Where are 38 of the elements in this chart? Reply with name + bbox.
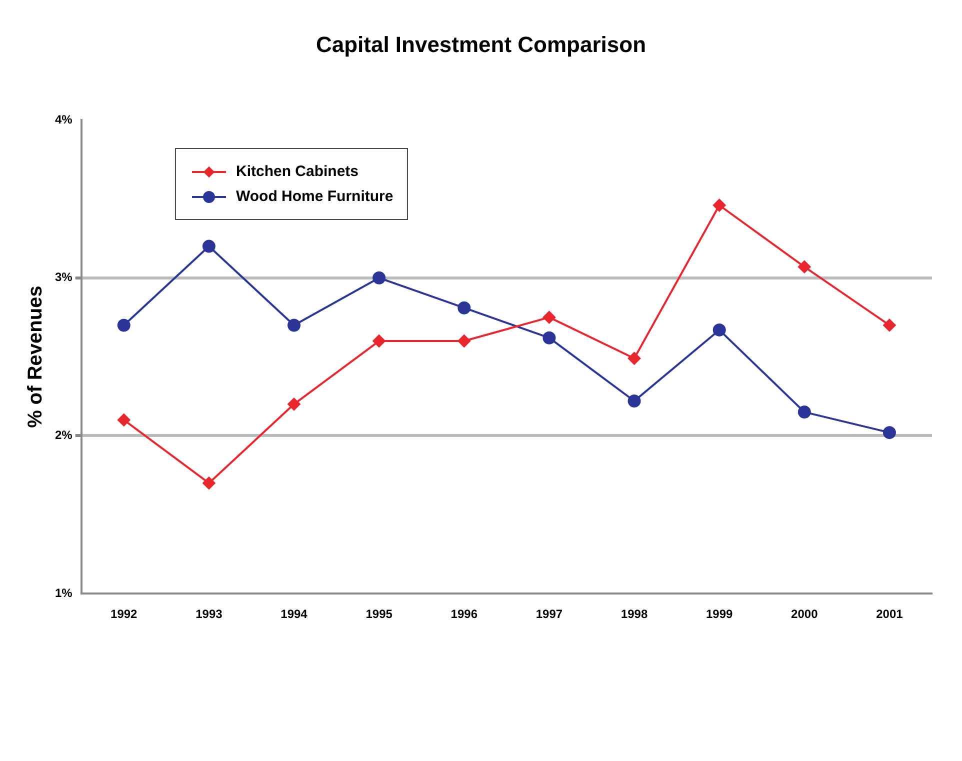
x-tick-label: 1994 bbox=[280, 607, 308, 622]
point bbox=[288, 398, 301, 411]
y-tick-label: 3% bbox=[55, 270, 73, 284]
point bbox=[628, 352, 641, 365]
point bbox=[798, 406, 811, 419]
point bbox=[372, 271, 386, 284]
point bbox=[288, 318, 301, 332]
point bbox=[712, 198, 726, 212]
point bbox=[542, 331, 556, 344]
point bbox=[202, 240, 216, 253]
point bbox=[202, 476, 216, 490]
y-tick-label: 1% bbox=[55, 586, 73, 600]
x-tick-label: 1998 bbox=[620, 607, 648, 622]
y-axis-title: % of Revenues bbox=[24, 286, 47, 428]
x-tick-label: 2000 bbox=[791, 607, 818, 622]
point bbox=[542, 310, 556, 324]
point bbox=[117, 413, 130, 426]
x-tick-label: 1999 bbox=[706, 607, 734, 622]
x-tick-label: 1993 bbox=[196, 607, 223, 622]
x-tick-label: 1995 bbox=[366, 607, 393, 622]
point bbox=[372, 334, 386, 348]
legend-label: Kitchen Cabinets bbox=[236, 163, 359, 180]
y-tick-label: 4% bbox=[55, 112, 73, 126]
x-tick-label: 2001 bbox=[876, 607, 904, 622]
point bbox=[458, 334, 471, 348]
point bbox=[458, 301, 471, 314]
x-tick-label: 1992 bbox=[110, 607, 138, 622]
point bbox=[882, 318, 896, 332]
point bbox=[628, 394, 641, 408]
point bbox=[117, 318, 130, 332]
chart-title: Capital Investment Comparison bbox=[314, 32, 648, 58]
legend-label: Wood Home Furniture bbox=[236, 188, 394, 205]
x-tick-label: 1997 bbox=[536, 607, 563, 622]
point bbox=[798, 260, 811, 274]
point bbox=[882, 426, 896, 440]
x-tick-label: 1996 bbox=[450, 607, 478, 622]
point bbox=[712, 323, 726, 336]
y-tick-label: 2% bbox=[55, 428, 73, 442]
